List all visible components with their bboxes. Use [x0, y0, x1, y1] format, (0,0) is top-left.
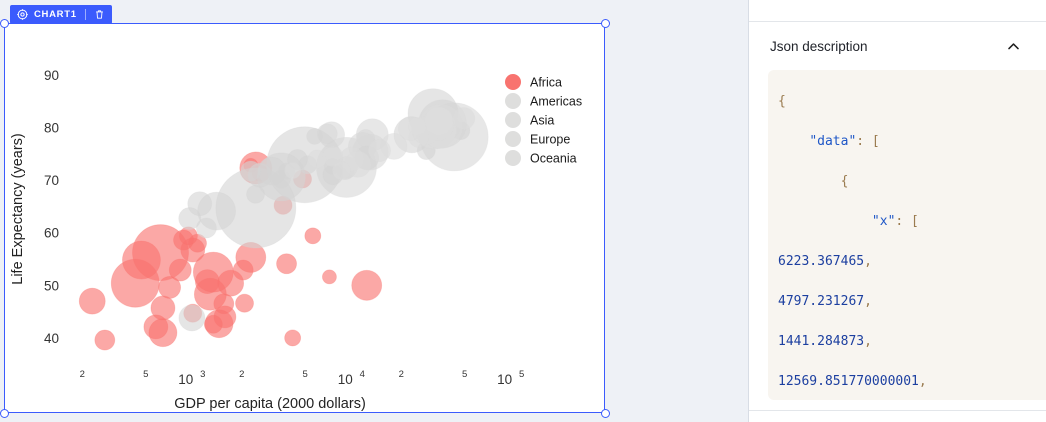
bubble-point — [178, 304, 206, 332]
bubble-point — [276, 253, 297, 275]
svg-text:4: 4 — [360, 369, 365, 380]
x-axis-label: GDP per capita (2000 dollars) — [174, 396, 366, 411]
resize-handle-bottom-left[interactable] — [0, 409, 9, 418]
legend-label: Oceania — [530, 152, 577, 166]
y-tick-label: 90 — [44, 68, 59, 83]
legend-item-africa[interactable]: Africa — [505, 74, 562, 90]
json-code-line: "x": [ — [871, 214, 919, 229]
canvas-area: CHART1 40 50 60 70 80 90 10 3 10 4 10 5 2 5 2 5 2 5 Afric… — [0, 5, 610, 418]
bubble-point — [322, 269, 337, 285]
legend-marker — [505, 131, 521, 147]
bubble-point — [78, 287, 106, 315]
legend-item-europe[interactable]: Europe — [505, 131, 570, 147]
legend-marker — [505, 112, 521, 128]
y-tick-label: 50 — [44, 278, 59, 293]
chart-widget[interactable]: 40 50 60 70 80 90 10 3 10 4 10 5 2 5 2 5 2 5 Africa Americ… — [4, 23, 605, 413]
x-tick-label-major: 10 5 — [497, 369, 524, 387]
json-code-line: { — [840, 174, 849, 189]
bubble-point — [284, 162, 302, 179]
legend-marker — [505, 93, 521, 109]
svg-text:10: 10 — [178, 372, 193, 387]
bubble-point — [351, 269, 383, 301]
panel-title: Json description — [770, 38, 868, 54]
axes-layer: 40 50 60 70 80 90 10 3 10 4 10 5 2 5 2 5 2 5 — [44, 68, 524, 387]
x-tick-label-minor: 5 — [303, 369, 308, 380]
bubble-point — [203, 314, 223, 334]
bubble-point — [94, 329, 116, 351]
bubble-layer — [78, 88, 489, 351]
json-code-line: 6223.367465, — [778, 254, 872, 269]
bubble-point — [368, 139, 391, 162]
bubble-point — [304, 227, 322, 245]
x-tick-label-minor: 5 — [143, 369, 148, 380]
legend-marker — [505, 74, 521, 90]
chart-legend: Africa Americas Asia Europe Oceania — [505, 74, 582, 166]
legend-label: Europe — [530, 133, 570, 147]
bubble-point — [307, 149, 327, 169]
resize-handle-top-left[interactable] — [0, 19, 9, 28]
bubble-point — [192, 251, 234, 293]
chevron-up-icon[interactable] — [1000, 33, 1026, 59]
bubble-point — [332, 161, 352, 180]
json-code-text: { "data": [ { "x": [ 6223.367465, 4797.231… — [768, 82, 1046, 400]
bubble-point — [240, 160, 262, 182]
svg-text:5: 5 — [519, 369, 524, 380]
trash-icon[interactable] — [94, 9, 105, 20]
json-code-line: 12569.851770000001, — [778, 374, 927, 389]
x-tick-label-minor: 2 — [399, 369, 404, 380]
json-code-line: 4797.231267, — [778, 294, 872, 309]
y-axis-label: Life Expectancy (years) — [10, 133, 26, 285]
resize-handle-top-right[interactable] — [601, 19, 610, 28]
svg-text:10: 10 — [497, 372, 512, 387]
bubble-point — [246, 184, 265, 204]
legend-label: Africa — [530, 76, 562, 90]
bubble-point — [187, 191, 213, 217]
json-description-panel: Json description { "data": [ { "x": [ 622… — [748, 0, 1046, 422]
json-code-line: "data": [ — [809, 134, 880, 149]
bubble-point — [235, 293, 254, 313]
svg-text:3: 3 — [200, 369, 205, 380]
chart-badge-label: CHART1 — [34, 9, 77, 20]
bubble-point — [424, 106, 454, 136]
target-icon — [17, 9, 28, 20]
x-tick-label-major: 10 3 — [178, 369, 205, 387]
bubble-point — [150, 295, 176, 321]
bubble-point — [148, 318, 178, 348]
bubble-point — [257, 156, 287, 186]
legend-label: Asia — [530, 114, 554, 128]
x-tick-label-minor: 5 — [462, 369, 467, 380]
legend-item-americas[interactable]: Americas — [505, 93, 582, 109]
x-tick-label-minor: 2 — [80, 369, 85, 380]
badge-divider — [84, 9, 86, 20]
y-tick-label: 60 — [44, 226, 59, 241]
panel-header: Json description — [749, 21, 1046, 71]
x-tick-label-major: 10 4 — [338, 369, 365, 387]
resize-handle-bottom-right[interactable] — [601, 409, 610, 418]
json-code-line: { — [778, 94, 786, 109]
panel-top-strip — [749, 0, 1046, 22]
y-tick-label: 80 — [44, 120, 59, 135]
bubble-point — [452, 107, 476, 130]
scatter-plot: 40 50 60 70 80 90 10 3 10 4 10 5 2 5 2 5 2 5 Africa Americ… — [10, 68, 582, 411]
panel-bottom-divider — [749, 410, 1046, 411]
legend-item-asia[interactable]: Asia — [505, 112, 554, 128]
svg-text:10: 10 — [338, 372, 353, 387]
json-code-block[interactable]: { "data": [ { "x": [ 6223.367465, 4797.231… — [768, 70, 1046, 400]
json-code-line: 1441.284873, — [778, 334, 872, 349]
legend-marker — [505, 150, 521, 166]
bubble-point — [407, 116, 427, 136]
y-tick-label: 70 — [44, 173, 59, 188]
x-tick-label-minor: 2 — [239, 369, 244, 380]
bubble-point — [284, 329, 302, 347]
chart-selection-badge[interactable]: CHART1 — [10, 5, 112, 24]
series-oceania — [407, 106, 454, 136]
legend-item-oceania[interactable]: Oceania — [505, 150, 577, 166]
y-tick-label: 40 — [44, 331, 59, 346]
legend-label: Americas — [530, 95, 582, 109]
